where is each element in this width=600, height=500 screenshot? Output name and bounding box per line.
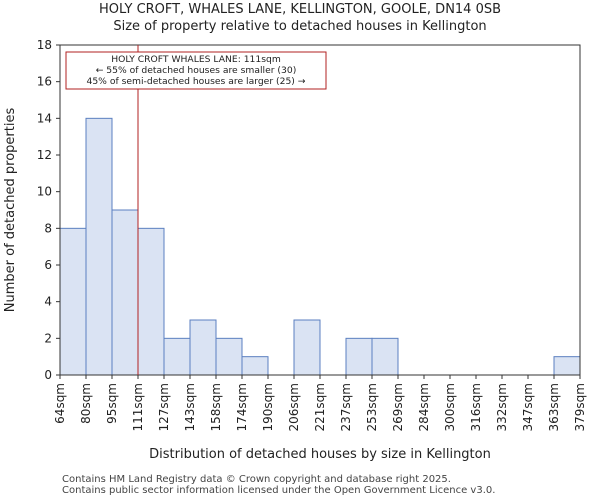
x-tick-label: 300sqm [443,383,457,431]
bar-158sqm [215,337,243,376]
bar-64sqm [59,227,87,376]
x-tick-label: 143sqm [183,383,197,431]
annotation-line: ← 55% of detached houses are smaller (30… [96,65,297,76]
x-tick-label: 284sqm [417,383,431,431]
y-tick-label: 6 [44,258,52,272]
bar-111sqm [137,227,165,376]
bar-174sqm [241,356,269,376]
y-tick-label: 18 [37,38,52,52]
bar-127sqm [163,337,191,376]
x-tick-label: 80sqm [79,383,93,424]
bar-143sqm [189,319,217,376]
x-tick-label: 127sqm [157,383,171,431]
y-tick-label: 2 [44,331,52,345]
x-tick-label: 95sqm [105,383,119,424]
x-tick-label: 111sqm [131,383,145,431]
y-tick-label: 10 [37,185,52,199]
x-tick-label: 206sqm [287,383,301,431]
x-tick-label: 158sqm [209,383,223,431]
x-tick-label: 221sqm [313,383,327,431]
y-axis-label: Number of detached properties [3,108,18,313]
chart-subtitle: Size of property relative to detached ho… [113,19,487,34]
bar-237sqm [345,337,373,376]
y-tick-label: 16 [37,75,52,89]
annotation-box [65,51,327,90]
annotation-line: 45% of semi-detached houses are larger (… [86,76,305,87]
x-tick-label: 237sqm [339,383,353,431]
chart-title: HOLY CROFT, WHALES LANE, KELLINGTON, GOO… [98,2,502,17]
x-tick-label: 64sqm [53,383,67,424]
x-tick-label: 379sqm [573,383,587,431]
ticks-group: 0 2 4 6 8 10 12 14 16 18 64sqm 80sqm 95sqm 111sqm 127s… [3,38,587,462]
x-tick-label: 363sqm [547,383,561,431]
x-tick-label: 174sqm [235,383,249,431]
x-axis-label: Distribution of detached houses by size … [149,447,491,462]
bar-253sqm [371,337,399,376]
y-tick-label: 14 [37,111,52,125]
y-tick-label: 4 [44,295,52,309]
y-tick-label: 8 [44,221,52,235]
y-tick-label: 0 [44,368,52,382]
annotation-line: HOLY CROFT WHALES LANE: 111sqm [111,54,281,65]
footer-licence: Contains public sector information licen… [62,485,496,496]
bar-95sqm [111,209,139,376]
bar-206sqm [293,319,321,376]
x-tick-label: 347sqm [521,383,535,431]
bar-363sqm [553,356,581,376]
x-tick-label: 316sqm [469,383,483,431]
x-tick-label: 269sqm [391,383,405,431]
x-tick-label: 190sqm [261,383,275,431]
x-tick-label: 253sqm [365,383,379,431]
annotation-group: HOLY CROFT WHALES LANE: 111sqm← 55% of d… [65,45,327,375]
footer-copyright: Contains HM Land Registry data © Crown c… [62,474,451,485]
x-tick-label: 332sqm [495,383,509,431]
bars-group [59,117,581,376]
y-tick-label: 12 [37,148,52,162]
bar-80sqm [85,117,113,376]
